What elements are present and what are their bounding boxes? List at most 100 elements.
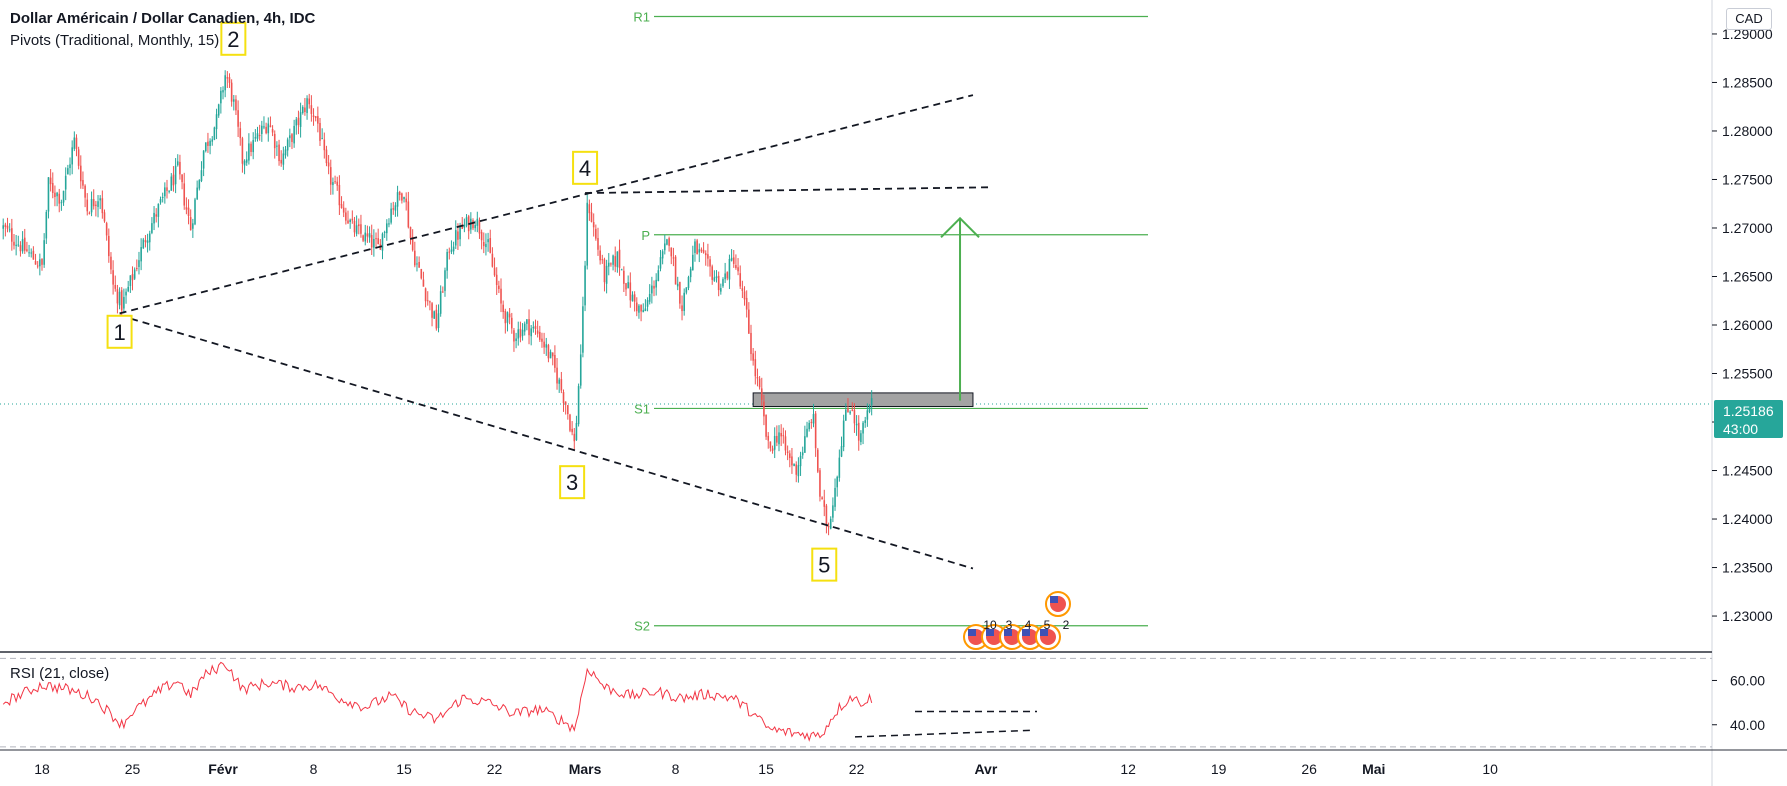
candle-body bbox=[735, 265, 737, 269]
candle-body bbox=[347, 220, 349, 224]
time-tick-label: 18 bbox=[34, 761, 50, 777]
candle-body bbox=[62, 190, 65, 203]
candle-body bbox=[211, 139, 214, 142]
candle-body bbox=[491, 253, 494, 267]
candle-body bbox=[11, 228, 13, 242]
candle-body bbox=[579, 354, 582, 386]
pivots-indicator-label[interactable]: Pivots (Traditional, Monthly, 15) bbox=[10, 32, 220, 49]
price-tick-label: 1.28500 bbox=[1722, 74, 1773, 90]
candle-body bbox=[732, 257, 735, 264]
candle-body bbox=[577, 386, 580, 425]
candle-body bbox=[187, 207, 190, 217]
rsi-indicator-label[interactable]: RSI (21, close) bbox=[10, 665, 110, 682]
wave-label-box bbox=[559, 465, 586, 500]
wave-label-1: 1 bbox=[113, 320, 125, 345]
candle-body bbox=[32, 250, 35, 260]
candle-body bbox=[263, 126, 265, 128]
candle-body bbox=[698, 249, 701, 253]
candle-body bbox=[383, 231, 386, 233]
candle-body bbox=[679, 282, 681, 304]
candle-body bbox=[429, 301, 431, 303]
candle-body bbox=[791, 456, 793, 466]
economic-events[interactable]: 10 3 4 5 2 bbox=[963, 591, 1071, 650]
candle-body bbox=[293, 125, 295, 144]
candle-body bbox=[170, 176, 173, 191]
candle-body bbox=[614, 256, 617, 267]
candle-body bbox=[556, 367, 558, 384]
candle-body bbox=[711, 266, 714, 280]
candle-body bbox=[575, 423, 578, 441]
time-tick-label: 10 bbox=[1482, 761, 1498, 777]
candle-body bbox=[411, 236, 414, 251]
candle-body bbox=[267, 123, 270, 134]
wave-label-box bbox=[811, 547, 838, 582]
currency-button[interactable]: CAD bbox=[1726, 8, 1772, 30]
candle-body bbox=[526, 319, 528, 324]
candle-body bbox=[28, 252, 30, 254]
pivot-label-s2: S2 bbox=[634, 619, 650, 634]
time-axis[interactable]: 18 25 Févr 8 15 22 Mars 8 15 22 Avr 12 19 26 Mai 10 bbox=[34, 761, 1498, 777]
candle-body bbox=[478, 220, 481, 234]
candle-body bbox=[607, 262, 610, 267]
candle-body bbox=[164, 187, 166, 197]
candle-body bbox=[127, 286, 129, 292]
candle-body bbox=[329, 167, 332, 185]
candle-body bbox=[543, 341, 545, 348]
pivot-label-s1: S1 bbox=[634, 401, 650, 416]
candle-body bbox=[390, 208, 392, 223]
time-tick-label: Mai bbox=[1362, 761, 1385, 777]
candle-body bbox=[353, 220, 356, 233]
candle-body bbox=[181, 174, 183, 183]
candle-body bbox=[345, 212, 347, 221]
candle-body bbox=[420, 269, 423, 279]
rsi-line bbox=[2, 661, 1037, 742]
candle-body bbox=[495, 274, 498, 286]
candle-body bbox=[377, 238, 379, 245]
candle-body bbox=[840, 446, 843, 457]
candle-body bbox=[56, 192, 58, 197]
candle-body bbox=[202, 150, 205, 169]
candle-body bbox=[528, 319, 530, 336]
event-count-label: 10 bbox=[983, 618, 997, 632]
candle-body bbox=[612, 255, 614, 265]
candle-body bbox=[77, 149, 80, 166]
candle-body bbox=[75, 137, 78, 149]
candle-body bbox=[299, 112, 302, 127]
candle-body bbox=[523, 323, 526, 332]
candle-body bbox=[616, 251, 619, 268]
candle-body bbox=[366, 233, 369, 237]
candle-body bbox=[19, 245, 22, 252]
wave-label-box bbox=[220, 21, 247, 56]
candle-body bbox=[2, 225, 5, 229]
candle-body bbox=[741, 288, 744, 291]
candle-body bbox=[4, 224, 7, 228]
candle-body bbox=[459, 225, 461, 240]
candle-body bbox=[564, 401, 567, 405]
candle-body bbox=[750, 332, 752, 355]
pivot-label-r1: R1 bbox=[633, 9, 650, 24]
candle-body bbox=[610, 263, 612, 265]
candle-body bbox=[661, 251, 664, 259]
trendlines bbox=[119, 94, 993, 570]
candle-body bbox=[720, 288, 722, 292]
candle-body bbox=[702, 249, 705, 253]
rsi-bands bbox=[0, 657, 1712, 748]
time-tick-label: 15 bbox=[758, 761, 774, 777]
rsi-tick-label: 40.00 bbox=[1730, 717, 1765, 733]
candle-body bbox=[342, 207, 345, 213]
candle-body bbox=[752, 353, 754, 361]
candle-body bbox=[633, 294, 636, 302]
candle-body bbox=[554, 355, 556, 368]
candle-body bbox=[513, 330, 515, 342]
candle-body bbox=[95, 204, 97, 206]
candle-body bbox=[51, 183, 54, 193]
candle-body bbox=[595, 228, 597, 239]
candle-body bbox=[30, 252, 33, 254]
candle-body bbox=[825, 505, 828, 526]
price-axis[interactable]: 1.230001.235001.240001.245001.250001.255… bbox=[1712, 26, 1773, 624]
candle-body bbox=[685, 287, 688, 293]
candle-body bbox=[737, 267, 739, 272]
candle-body bbox=[332, 182, 334, 186]
candle-body bbox=[325, 149, 328, 164]
